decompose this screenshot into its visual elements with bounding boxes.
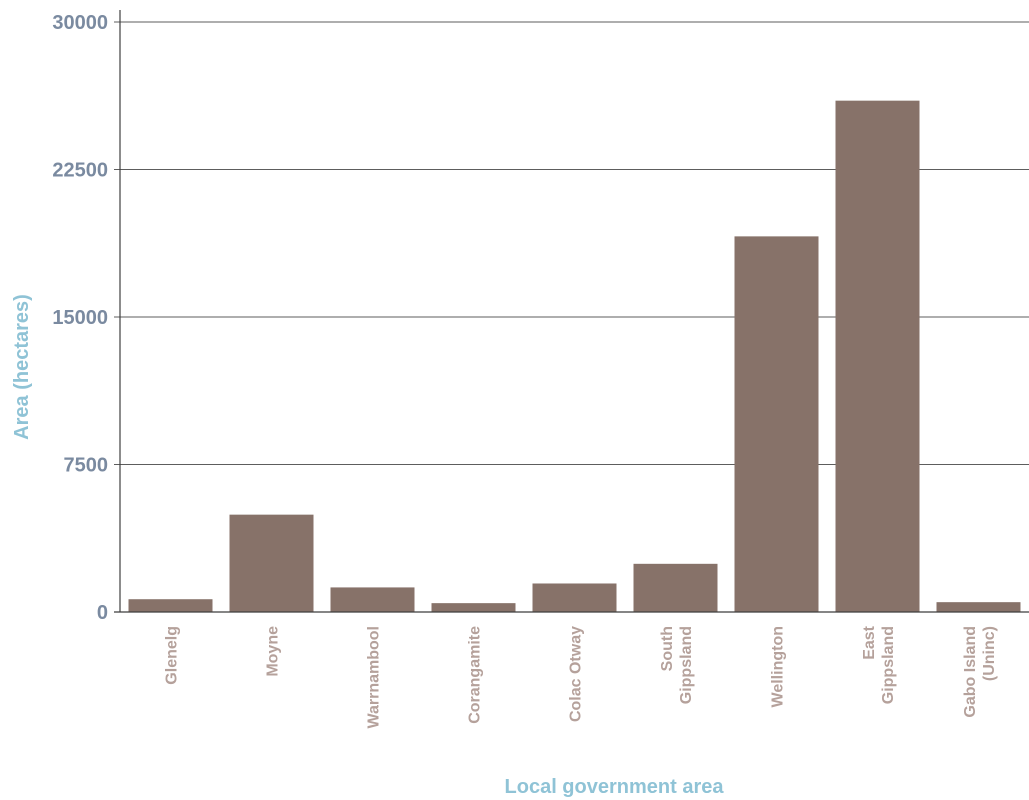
y-tick-label: 30000	[52, 12, 108, 34]
bar	[128, 599, 213, 612]
y-tick-label: 7500	[64, 455, 109, 477]
bar	[330, 587, 415, 612]
bar	[734, 236, 819, 612]
bar	[431, 603, 516, 612]
x-tick-label: East Gippsland	[861, 625, 897, 704]
svg-text:Warrnambool: Warrnambool	[366, 626, 383, 729]
y-tick-label: 15000	[52, 307, 108, 329]
y-axis-ticks: 0 7500 15000 22500 30000	[52, 12, 108, 624]
x-tick-label: Wellington	[770, 626, 787, 707]
svg-text:Gabo Island(Uninc): Gabo Island (Uninc)	[962, 626, 998, 718]
x-tick-label: Glenelg	[164, 626, 181, 685]
bar	[835, 100, 920, 613]
bar	[229, 514, 314, 612]
y-tick-label: 22500	[52, 160, 108, 182]
svg-text:Moyne: Moyne	[265, 626, 282, 677]
y-axis-title: Area (hectares)	[11, 294, 33, 440]
x-tick-label: Gabo Island (Uninc)	[962, 626, 998, 718]
x-tick-label: Moyne	[265, 626, 282, 677]
bar	[936, 602, 1021, 612]
x-tick-label: Corangamite	[467, 626, 484, 724]
svg-text:Wellington: Wellington	[770, 626, 787, 707]
y-tick-label: 0	[97, 602, 108, 624]
x-tick-label: South Gippsland	[659, 626, 695, 704]
x-tick-label: Warrnambool	[366, 626, 383, 729]
bar	[532, 583, 617, 612]
svg-text:Glenelg: Glenelg	[164, 626, 181, 685]
bars	[128, 100, 1021, 613]
svg-text:Colac Otway: Colac Otway	[568, 626, 585, 722]
bar	[633, 563, 718, 612]
x-axis-title: Local government area	[505, 776, 725, 798]
x-tick-label: Colac Otway	[568, 626, 585, 722]
svg-text:Corangamite: Corangamite	[467, 626, 484, 724]
x-axis-ticks: Glenelg Moyne Warrnambool Corangamite Colac …	[164, 625, 999, 728]
